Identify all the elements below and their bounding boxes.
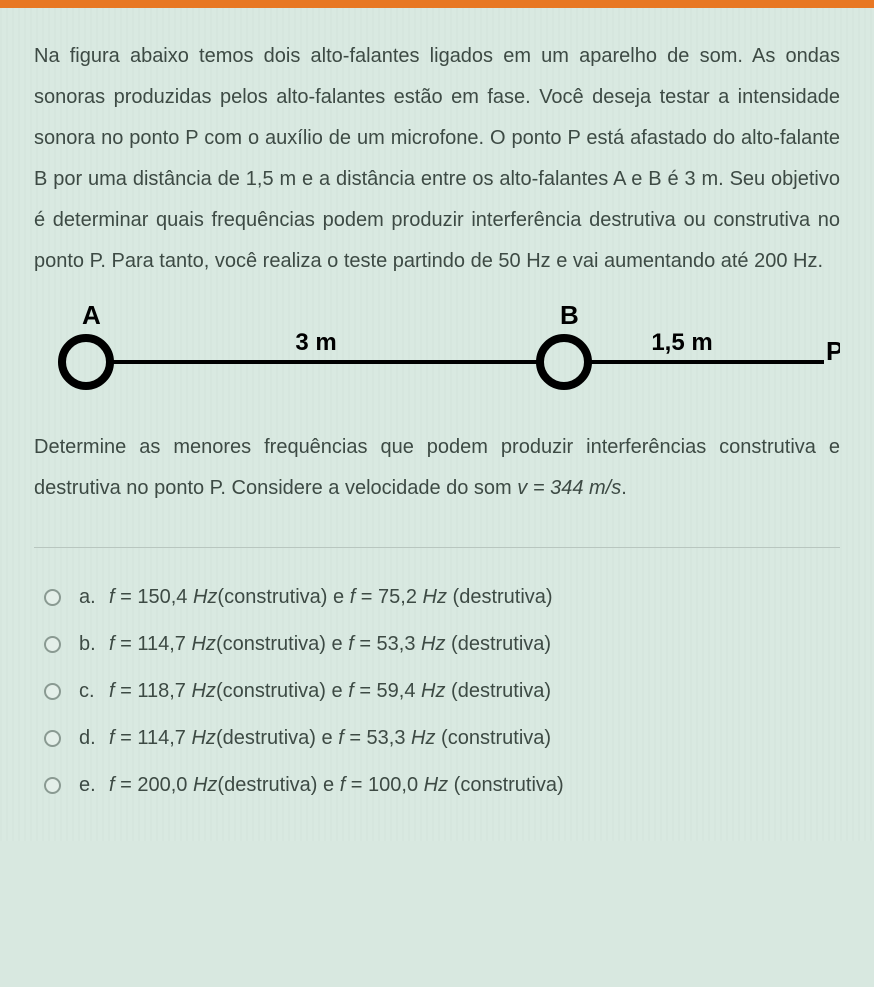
speakers-diagram: A B 3 m 1,5 m P: [34, 300, 840, 400]
question-paragraph: Na figura abaixo temos dois alto-falante…: [34, 36, 840, 282]
dist-BP-label: 1,5 m: [651, 329, 712, 356]
option-letter: e.: [79, 774, 109, 797]
option-a[interactable]: a. f = 150,4 Hz(construtiva) e f = 75,2 …: [44, 586, 840, 609]
radio-icon[interactable]: [44, 589, 61, 606]
option-letter: c.: [79, 680, 109, 703]
option-text: f = 118,7 Hz(construtiva) e f = 59,4 Hz …: [109, 680, 551, 703]
top-accent-bar: [0, 0, 874, 8]
option-text: f = 114,7 Hz(destrutiva) e f = 53,3 Hz (…: [109, 727, 551, 750]
option-letter: a.: [79, 586, 109, 609]
option-e[interactable]: e. f = 200,0 Hz(destrutiva) e f = 100,0 …: [44, 774, 840, 797]
dist-AB-label: 3 m: [295, 329, 336, 356]
option-text: f = 114,7 Hz(construtiva) e f = 53,3 Hz …: [109, 633, 551, 656]
post-text-v: v = 344 m/s: [517, 477, 621, 499]
label-B: B: [560, 300, 579, 330]
content-area: Na figura abaixo temos dois alto-falante…: [0, 8, 874, 841]
option-c[interactable]: c. f = 118,7 Hz(construtiva) e f = 59,4 …: [44, 680, 840, 703]
radio-icon[interactable]: [44, 777, 61, 794]
speaker-B-circle: [540, 338, 588, 386]
radio-icon[interactable]: [44, 730, 61, 747]
radio-icon[interactable]: [44, 636, 61, 653]
options-group: a. f = 150,4 Hz(construtiva) e f = 75,2 …: [34, 586, 840, 797]
option-text: f = 200,0 Hz(destrutiva) e f = 100,0 Hz …: [109, 774, 564, 797]
option-b[interactable]: b. f = 114,7 Hz(construtiva) e f = 53,3 …: [44, 633, 840, 656]
option-letter: d.: [79, 727, 109, 750]
label-P: P: [826, 336, 840, 366]
option-text: f = 150,4 Hz(construtiva) e f = 75,2 Hz …: [109, 586, 553, 609]
option-letter: b.: [79, 633, 109, 656]
post-text-2: .: [621, 477, 627, 499]
question-instruction: Determine as menores frequências que pod…: [34, 427, 840, 509]
divider: [34, 547, 840, 548]
option-d[interactable]: d. f = 114,7 Hz(destrutiva) e f = 53,3 H…: [44, 727, 840, 750]
radio-icon[interactable]: [44, 683, 61, 700]
post-text-1: Determine as menores frequências que pod…: [34, 436, 840, 499]
label-A: A: [82, 300, 101, 330]
speaker-A-circle: [62, 338, 110, 386]
